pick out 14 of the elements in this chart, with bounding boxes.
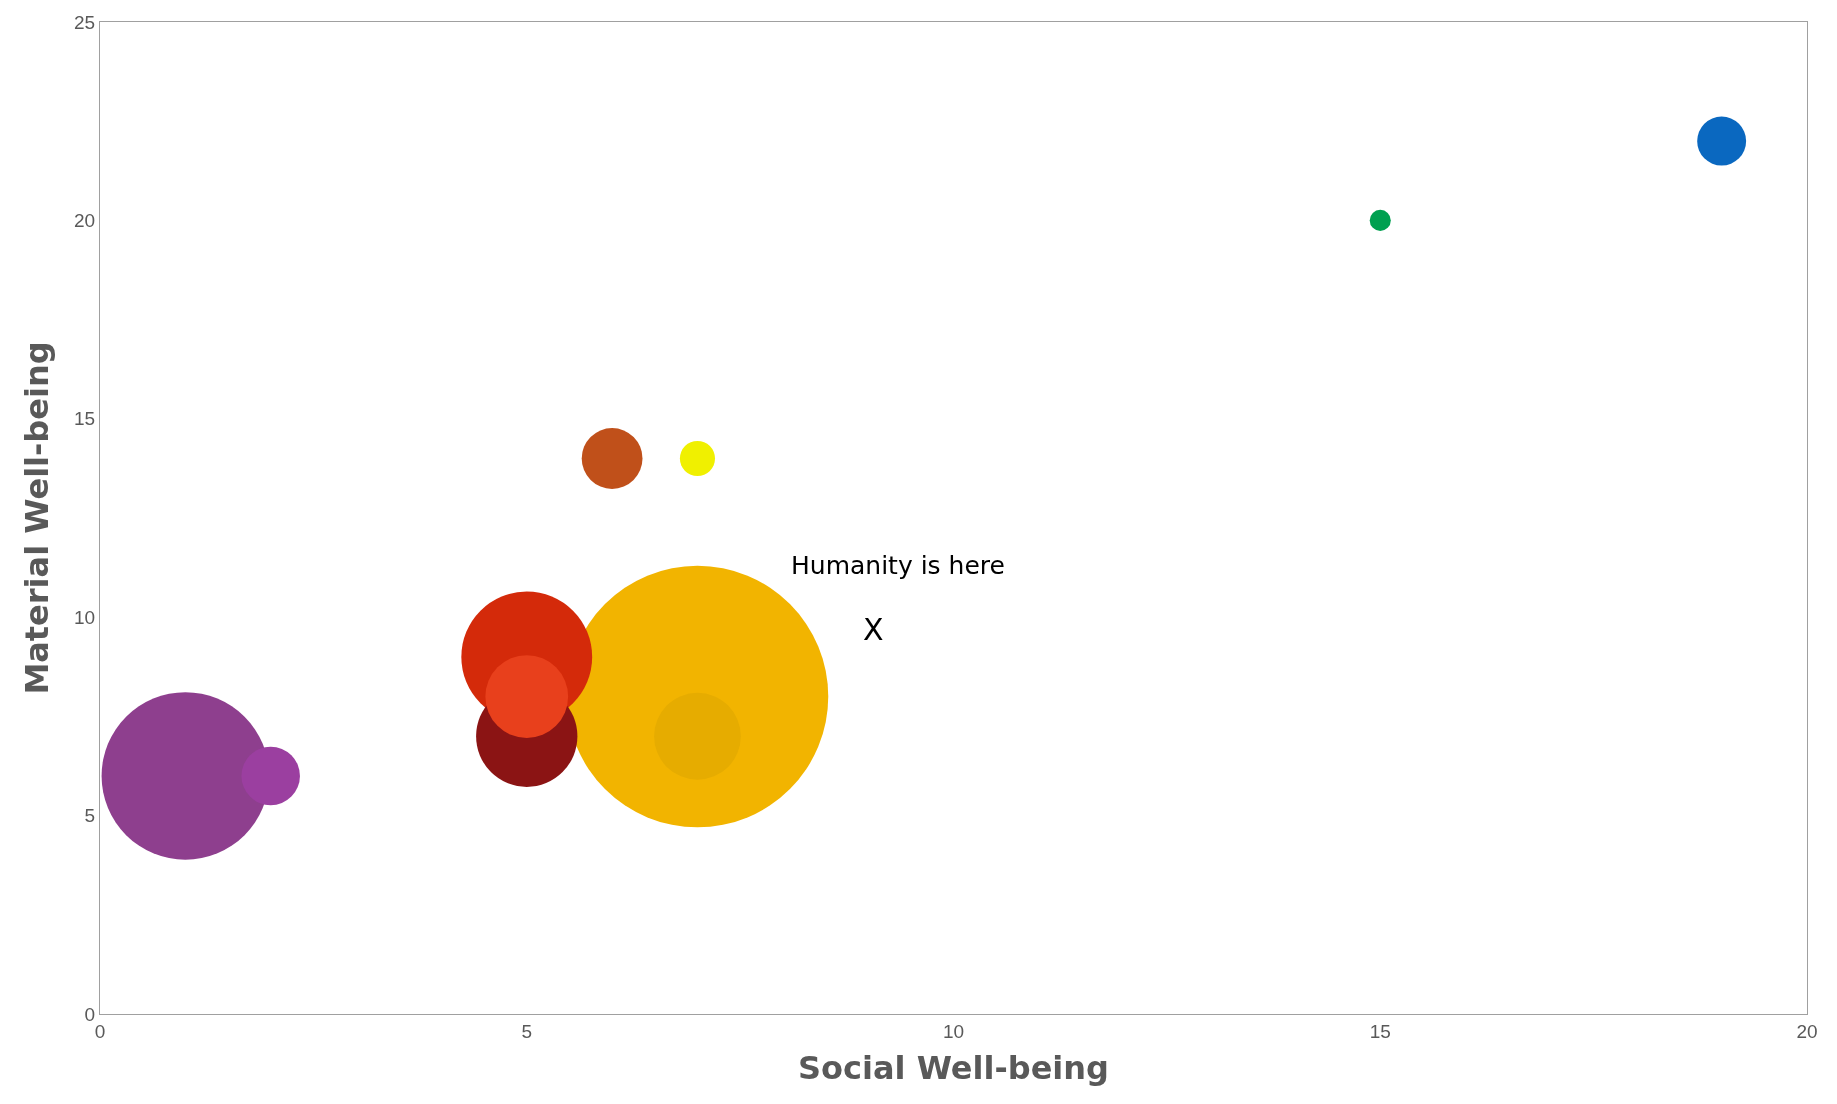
y-axis-title: Material Well-being bbox=[18, 341, 57, 695]
annotation: Humanity is here bbox=[791, 551, 1005, 580]
x-tick-label: 15 bbox=[1369, 1020, 1391, 1042]
y-tick-label: 0 bbox=[84, 1003, 96, 1025]
y-tick-label: 15 bbox=[74, 408, 96, 430]
x-tick-label: 5 bbox=[521, 1020, 533, 1042]
annotation: X bbox=[863, 612, 884, 647]
y-tick-label: 10 bbox=[74, 606, 96, 628]
y-tick-label: 5 bbox=[84, 805, 96, 827]
x-tick-label: 10 bbox=[942, 1020, 965, 1042]
x-axis-title: Social Well-being bbox=[797, 1048, 1110, 1087]
y-tick-label: 20 bbox=[74, 210, 96, 232]
y-tick-label: 25 bbox=[74, 11, 96, 33]
x-tick-label: 20 bbox=[1796, 1020, 1818, 1042]
